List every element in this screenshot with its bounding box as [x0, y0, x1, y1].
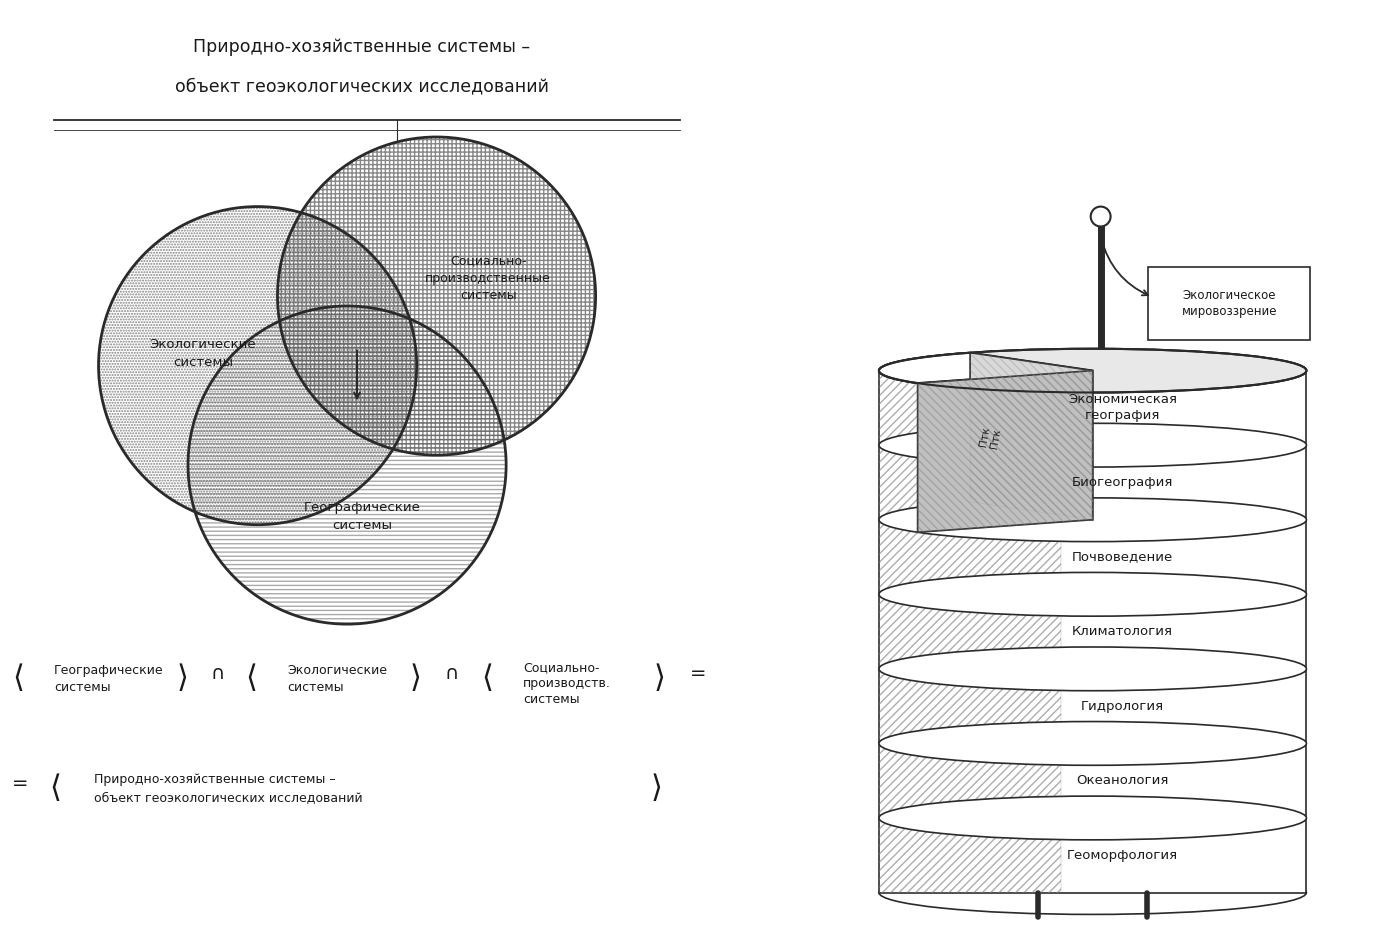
Circle shape	[1091, 206, 1110, 226]
Text: ⟨: ⟨	[13, 664, 24, 694]
Text: Природно-хозяйственные системы –: Природно-хозяйственные системы –	[193, 38, 531, 55]
Bar	[879, 669, 1061, 744]
Circle shape	[277, 137, 595, 455]
Text: Климатология: Климатология	[1072, 625, 1173, 638]
Circle shape	[188, 306, 507, 624]
Text: =: =	[690, 664, 707, 683]
Circle shape	[98, 206, 417, 524]
Text: Географические
системы: Географические системы	[304, 502, 420, 532]
Ellipse shape	[879, 796, 1306, 840]
Text: Природно-хозяйственные системы –
объект геоэкологических исследований: Природно-хозяйственные системы – объект …	[94, 772, 363, 804]
Bar	[879, 595, 1061, 669]
Text: Социально-
производственные
системы: Социально- производственные системы	[426, 255, 552, 302]
Text: Экологические
системы: Экологические системы	[287, 664, 388, 694]
Text: Экологическое
мировоззрение: Экологическое мировоззрение	[1182, 289, 1277, 318]
Text: ⟩: ⟩	[176, 664, 188, 694]
Text: ⟩: ⟩	[650, 773, 662, 803]
Bar	[879, 818, 1061, 893]
FancyBboxPatch shape	[1148, 267, 1310, 340]
Text: Экологические
системы: Экологические системы	[150, 338, 256, 370]
Bar	[879, 446, 1306, 520]
Text: ∩: ∩	[211, 664, 225, 683]
Bar	[879, 669, 1306, 744]
Text: ⟩: ⟩	[410, 664, 421, 694]
Bar	[879, 370, 1306, 446]
Ellipse shape	[879, 349, 1306, 392]
Bar	[879, 370, 1061, 446]
Bar	[879, 744, 1306, 818]
Ellipse shape	[879, 498, 1306, 542]
Text: Социально-
производств.
системы: Социально- производств. системы	[524, 661, 610, 706]
Text: ⟨: ⟨	[245, 664, 258, 694]
Text: ⟩: ⟩	[654, 664, 665, 694]
Text: Геоморфология: Геоморфология	[1067, 848, 1177, 862]
Bar	[879, 520, 1306, 595]
Text: ∩: ∩	[445, 664, 459, 683]
Text: Океанология: Океанология	[1077, 774, 1169, 788]
Text: Птк
Птк: Птк Птк	[977, 426, 1002, 449]
Text: =: =	[13, 773, 28, 792]
Ellipse shape	[879, 647, 1306, 691]
Text: Географические
системы: Географические системы	[53, 664, 164, 694]
Bar	[879, 446, 1061, 520]
Text: ⟨: ⟨	[49, 773, 60, 803]
Bar	[879, 744, 1061, 818]
Ellipse shape	[879, 573, 1306, 617]
Polygon shape	[879, 352, 1092, 383]
Text: Гидрология: Гидрология	[1081, 699, 1163, 712]
Ellipse shape	[879, 870, 1306, 915]
Text: объект геоэкологических исследований: объект геоэкологических исследований	[175, 77, 549, 95]
Text: Почвоведение: Почвоведение	[1072, 550, 1173, 563]
Ellipse shape	[879, 349, 1306, 392]
Polygon shape	[917, 370, 1092, 532]
Ellipse shape	[879, 424, 1306, 467]
Bar	[879, 520, 1061, 595]
Ellipse shape	[879, 722, 1306, 766]
Text: Биогеография: Биогеография	[1072, 476, 1173, 489]
Polygon shape	[970, 352, 1092, 520]
Text: ⟨: ⟨	[482, 664, 493, 694]
Bar	[879, 595, 1306, 669]
Text: Экономическая
география: Экономическая география	[1068, 393, 1177, 423]
Bar	[879, 818, 1306, 893]
